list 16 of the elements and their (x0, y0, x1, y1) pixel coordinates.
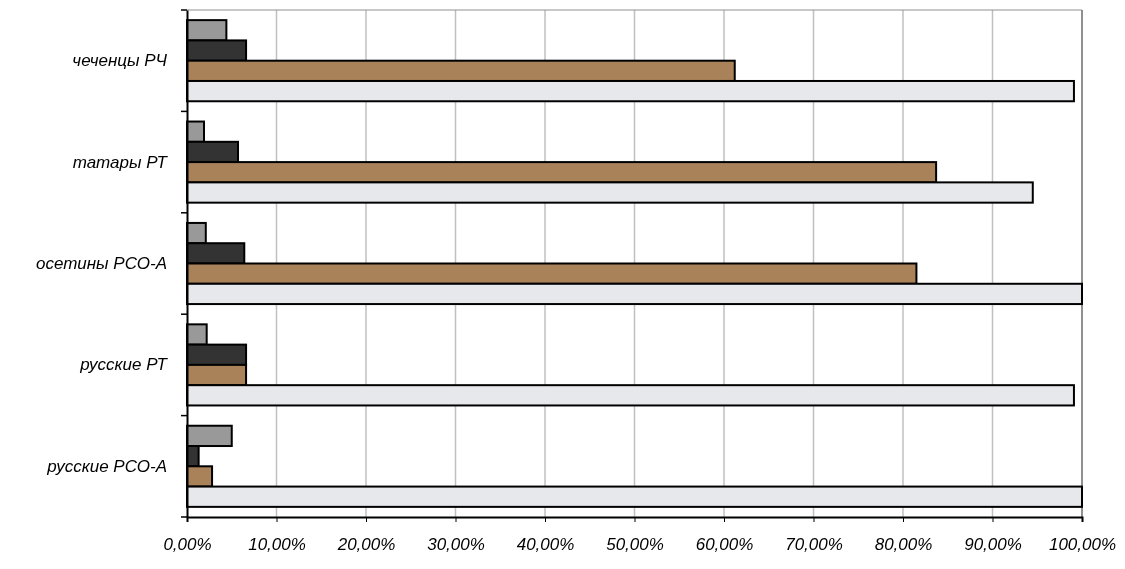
x-tick-label: 50,00% (606, 535, 664, 555)
x-tick-label: 100,00% (1048, 535, 1117, 555)
x-tick-label: 30,00% (427, 535, 485, 555)
x-tick-label: 40,00% (516, 535, 575, 555)
x-tick-label: 10,00% (248, 535, 306, 555)
y-tick-label: русские РСО-А (46, 456, 167, 476)
x-tick-label: 0,00% (163, 535, 212, 555)
y-tick-label: русские РТ (79, 355, 169, 375)
x-tick-label: 90,00% (964, 535, 1022, 555)
x-tick-label: 20,00% (336, 535, 396, 555)
y-tick-label: татары РТ (72, 152, 169, 172)
x-tick-label: 70,00% (785, 535, 843, 555)
x-tick-label: 60,00% (695, 535, 754, 555)
y-tick-label: чеченцы РЧ (72, 51, 168, 71)
x-tick-label: 80,00% (874, 535, 933, 555)
y-tick-label: осетины РСО-А (35, 253, 167, 273)
